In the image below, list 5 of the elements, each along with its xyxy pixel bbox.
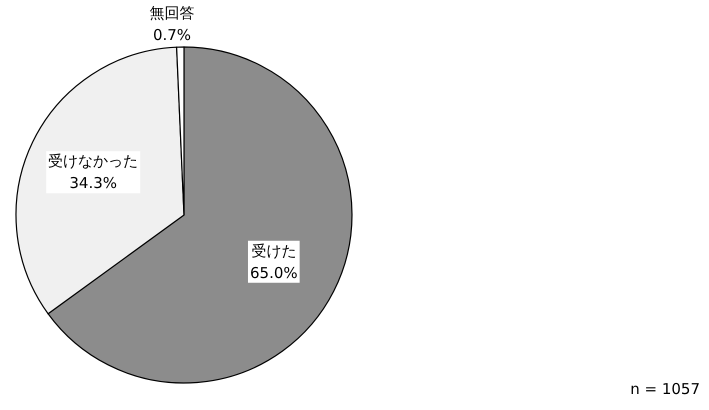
- annotation: n = 1057: [630, 380, 700, 398]
- data-label: 34.3%: [69, 174, 118, 192]
- data-label: 65.0%: [250, 264, 298, 282]
- slice-label: 受けなかった: [48, 152, 138, 170]
- slice-label: 受けた: [251, 242, 296, 260]
